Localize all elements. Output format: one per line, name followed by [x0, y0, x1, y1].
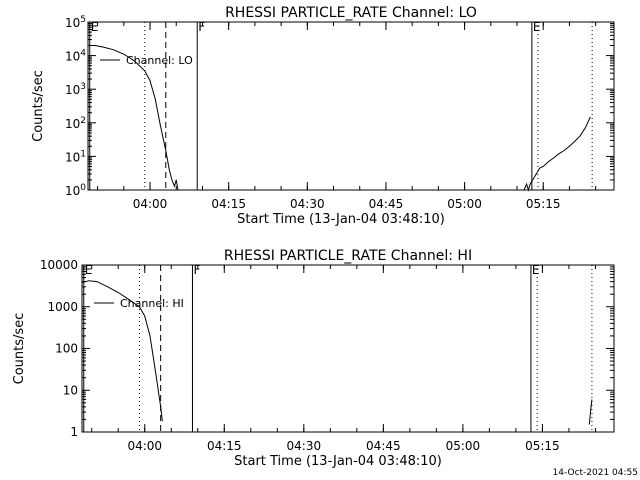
event-marker-label: E: [85, 263, 93, 277]
y-tick-label: 10: [63, 383, 78, 397]
y-axis-label: Counts/sec: [31, 70, 46, 142]
y-tick-label: 100: [65, 183, 86, 198]
chart-title: RHESSI PARTICLE_RATE Channel: HI: [224, 248, 472, 264]
timestamp: 14-Oct-2021 04:55: [552, 468, 638, 478]
y-tick-label: 10000: [40, 258, 78, 272]
hi-channel-panel: RHESSI PARTICLE_RATE Channel: HI 1 10 100 10…: [12, 248, 615, 469]
plot-frame: [87, 21, 615, 191]
y-tick-label: 1000: [47, 300, 78, 314]
y-tick-label: 100: [55, 342, 78, 356]
series-line: [88, 45, 179, 191]
y-tick-label: 101: [65, 149, 86, 164]
x-axis-label: Start Time (13-Jan-04 03:48:10): [234, 454, 442, 469]
x-tick-label: 05:15: [525, 439, 560, 453]
plot-frame: [81, 264, 615, 433]
series-line: [588, 399, 593, 425]
x-tick-label: 04:00: [133, 197, 168, 211]
x-tick-label: 04:00: [127, 439, 162, 453]
event-marker-label: E: [533, 20, 541, 34]
x-tick-label: 04:15: [211, 197, 246, 211]
y-tick-label: 104: [65, 49, 86, 64]
x-tick-label: 05:00: [447, 197, 482, 211]
y-tick-label: 1: [70, 425, 78, 439]
chart-title: RHESSI PARTICLE_RATE Channel: LO: [225, 5, 477, 21]
y-tick-label: 103: [65, 82, 86, 97]
x-tick-label: 04:30: [287, 439, 322, 453]
x-tick-label: 05:15: [526, 197, 561, 211]
y-axis-label: Counts/sec: [12, 313, 27, 385]
y-tick-label: 105: [65, 15, 86, 30]
x-tick-label: 05:00: [446, 439, 481, 453]
legend-label: Channel: HI: [120, 297, 184, 310]
series-line: [81, 280, 163, 422]
event-marker-label: F: [193, 263, 200, 277]
x-tick-label: 04:15: [207, 439, 242, 453]
event-marker-label: F: [198, 20, 205, 34]
x-tick-label: 04:45: [366, 439, 401, 453]
event-marker-label: E: [91, 20, 99, 34]
x-axis-label: Start Time (13-Jan-04 03:48:10): [237, 212, 445, 227]
x-tick-label: 04:45: [369, 197, 404, 211]
series-line: [523, 116, 591, 192]
y-tick-label: 102: [65, 116, 86, 131]
event-marker-label: E: [532, 263, 540, 277]
x-tick-label: 04:30: [290, 197, 325, 211]
lo-channel-panel: RHESSI PARTICLE_RATE Channel: LO 100 101 10…: [31, 5, 615, 227]
legend-label: Channel: LO: [126, 54, 193, 67]
